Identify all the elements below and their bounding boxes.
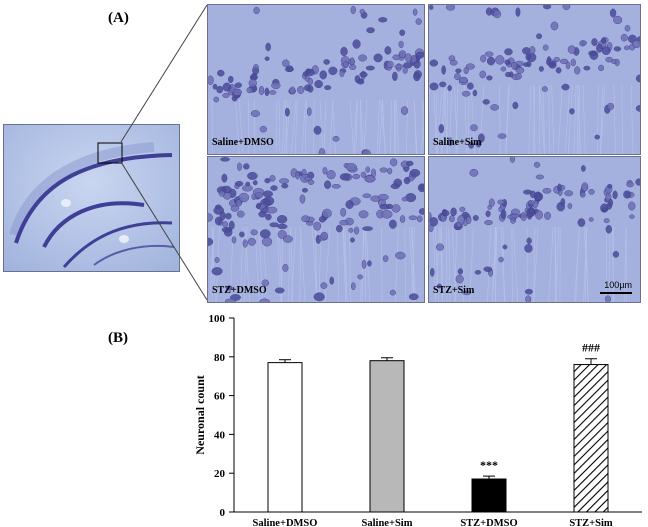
- significance-label-2: ***: [480, 458, 498, 472]
- micrograph-saline-dmso: Saline+DMSO: [207, 4, 425, 155]
- x-tick-label-3: STZ+Sim: [569, 518, 613, 527]
- panel-label-b: (B): [108, 330, 128, 346]
- micrograph-saline-sim: Saline+Sim: [428, 4, 641, 155]
- panel-label-a: (A): [108, 10, 129, 26]
- caption-stz-sim: STZ+Sim: [433, 285, 475, 296]
- neuronal-count-chart: 0 20 40 60 80 100 Neuronal count Saline+DMSO Sal…: [193, 313, 642, 527]
- significance-label-3: ###: [582, 341, 600, 355]
- cell-layer-texture: [429, 5, 640, 154]
- y-tick-label: 0: [220, 507, 226, 519]
- x-tick-label-0: Saline+DMSO: [253, 518, 318, 527]
- bar-3: [573, 364, 609, 513]
- bar-2: [471, 478, 507, 513]
- hippocampus-overview-image: [3, 124, 180, 272]
- y-tick-label: 100: [209, 313, 226, 325]
- y-tick-label: 20: [214, 468, 226, 480]
- cell-layer-texture: [208, 157, 424, 302]
- x-tick-label-1: Saline+Sim: [362, 518, 413, 527]
- y-axis-title: Neuronal count: [193, 375, 207, 454]
- scale-bar-label: 100µm: [604, 280, 632, 290]
- cell-layer-texture: [429, 157, 640, 302]
- y-tick-label: 80: [214, 352, 226, 364]
- y-tick-label: 60: [214, 391, 226, 403]
- micrograph-stz-sim: STZ+Sim 100µm: [428, 156, 641, 303]
- caption-saline-sim: Saline+Sim: [433, 137, 482, 148]
- micrograph-stz-dmso: STZ+DMSO: [207, 156, 425, 303]
- x-tick-label-2: STZ+DMSO: [460, 518, 517, 527]
- cell-layer-texture: [208, 5, 424, 154]
- caption-saline-dmso: Saline+DMSO: [212, 137, 274, 148]
- bar-1: [369, 360, 405, 513]
- bar-0: [267, 362, 303, 513]
- scale-bar: [600, 292, 632, 294]
- y-tick-label: 40: [214, 429, 226, 441]
- caption-stz-dmso: STZ+DMSO: [212, 285, 267, 296]
